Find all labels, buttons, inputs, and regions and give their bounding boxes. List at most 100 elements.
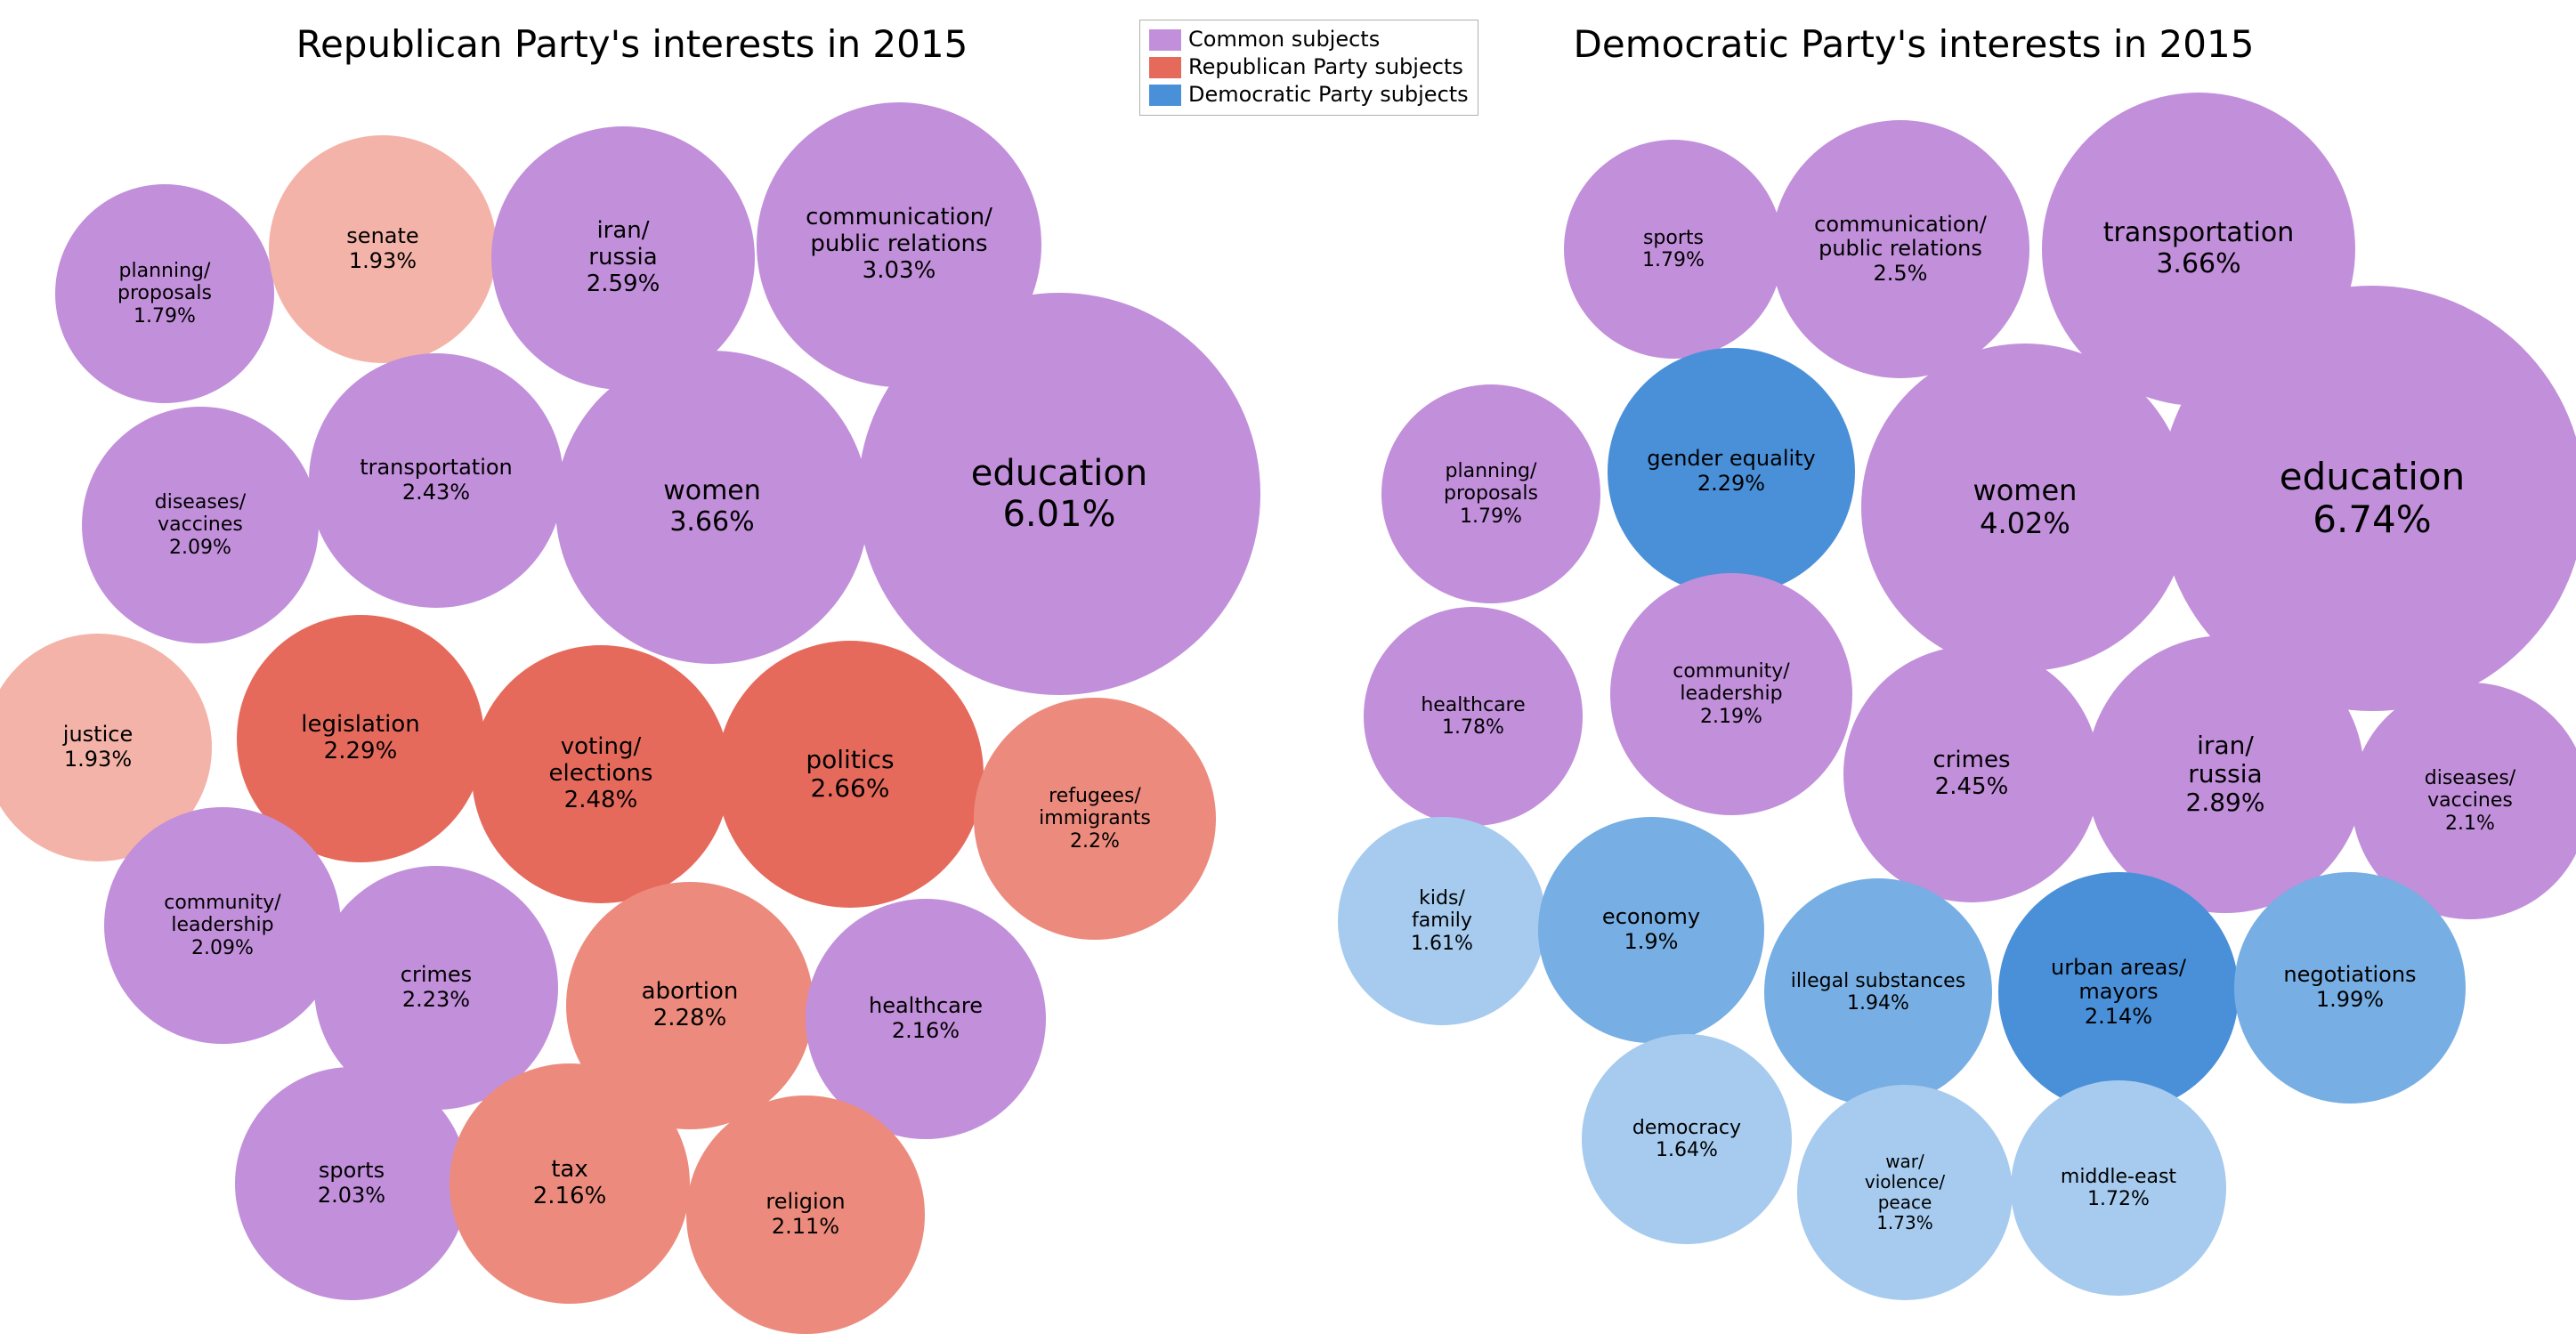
bubble-democratic: gender equality2.29% [1608, 348, 1855, 595]
bubble-label: crimes [1932, 748, 2010, 774]
bubble-label: illegal substances [1791, 970, 1965, 992]
legend-label: Common subjects [1188, 26, 1380, 53]
bubble-label: war/ violence/ peace [1865, 1152, 1945, 1213]
bubble-republican: politics2.66% [717, 641, 984, 908]
bubble-label: communication/ public relations [806, 205, 992, 258]
bubble-label: healthcare [1421, 694, 1525, 716]
legend-swatch [1149, 29, 1181, 51]
bubble-republican: refugees/ immigrants2.2% [974, 698, 1217, 941]
bubble-label: women [1973, 474, 2078, 507]
bubble-percent: 2.29% [1697, 472, 1765, 497]
bubble-label: planning/ proposals [1444, 460, 1538, 505]
bubble-percent: 2.11% [772, 1215, 839, 1240]
bubble-percent: 1.64% [1656, 1139, 1718, 1161]
bubble-democratic: middle-east1.72% [2011, 1080, 2225, 1295]
bubble-percent: 2.5% [1874, 262, 1928, 287]
bubble-label: sports [319, 1159, 385, 1184]
legend-label: Republican Party subjects [1188, 53, 1463, 81]
bubble-republican: tax2.16% [450, 1063, 690, 1304]
bubble-percent: 2.43% [402, 481, 470, 505]
bubble-republican: voting/ elections2.48% [472, 645, 730, 903]
bubble-percent: 3.66% [2156, 249, 2240, 280]
bubble-percent: 2.1% [2445, 813, 2495, 835]
bubble-percent: 1.9% [1624, 930, 1678, 955]
bubble-percent: 1.94% [1847, 992, 1909, 1015]
bubble-percent: 2.03% [318, 1184, 385, 1209]
bubble-label: education [2280, 456, 2465, 498]
bubble-percent: 1.93% [349, 249, 417, 274]
bubble-republican: planning/ proposals1.79% [55, 184, 274, 403]
bubble-percent: 1.79% [134, 305, 196, 327]
bubble-label: voting/ elections [549, 734, 653, 788]
bubble-republican: education6.01% [858, 293, 1260, 694]
bubble-label: transportation [360, 456, 513, 481]
bubble-percent: 2.16% [533, 1184, 607, 1210]
legend-item: Common subjects [1149, 26, 1469, 53]
bubble-percent: 2.89% [2186, 788, 2265, 817]
bubble-label: diseases/ vaccines [2425, 767, 2515, 813]
bubble-label: diseases/ vaccines [155, 491, 246, 537]
bubble-chart-canvas: Republican Party's interests in 2015 Demo… [0, 0, 2576, 1294]
bubble-label: economy [1602, 905, 1700, 930]
bubble-percent: 1.79% [1460, 505, 1522, 528]
bubble-label: abortion [642, 979, 739, 1006]
bubble-percent: 2.2% [1070, 830, 1120, 853]
bubble-percent: 3.03% [863, 258, 936, 285]
bubble-democratic: war/ violence/ peace1.73% [1797, 1085, 2013, 1300]
bubble-percent: 2.48% [564, 788, 638, 814]
bubble-label: planning/ proposals [117, 260, 212, 305]
bubble-republican: senate1.93% [269, 135, 497, 363]
bubble-republican: transportation2.43% [309, 353, 564, 609]
bubble-percent: 1.61% [1411, 933, 1473, 955]
bubble-democratic: illegal substances1.94% [1764, 878, 1992, 1106]
bubble-percent: 2.66% [811, 774, 890, 803]
bubble-democratic: economy1.9% [1538, 817, 1764, 1043]
bubble-republican: religion2.11% [686, 1095, 924, 1333]
bubble-label: community/ leadership [164, 892, 280, 937]
bubble-label: transportation [2103, 218, 2294, 249]
chart-title-right: Democratic Party's interests in 2015 [1574, 22, 2255, 66]
bubble-percent: 2.14% [2085, 1005, 2152, 1030]
bubble-label: politics [806, 746, 894, 774]
bubble-republican: diseases/ vaccines2.09% [82, 407, 319, 643]
bubble-percent: 1.72% [2087, 1188, 2150, 1210]
bubble-label: iran/ russia [2188, 732, 2262, 788]
bubble-democratic: kids/ family1.61% [1338, 817, 1545, 1024]
bubble-percent: 1.99% [2316, 988, 2384, 1013]
bubble-republican: community/ leadership2.09% [104, 807, 341, 1044]
bubble-democratic: healthcare1.78% [1364, 607, 1582, 825]
legend: Common subjectsRepublican Party subjects… [1139, 20, 1478, 116]
bubble-label: education [971, 453, 1147, 494]
bubble-label: crimes [401, 963, 472, 988]
bubble-republican: women3.66% [555, 351, 869, 664]
bubble-label: middle-east [2061, 1166, 2176, 1188]
legend-item: Democratic Party subjects [1149, 81, 1469, 109]
bubble-percent: 1.73% [1876, 1213, 1933, 1233]
bubble-percent: 1.93% [64, 748, 132, 772]
bubble-democratic: urban areas/ mayors2.14% [1998, 872, 2238, 1112]
bubble-percent: 2.23% [402, 988, 470, 1013]
bubble-democratic: democracy1.64% [1582, 1034, 1792, 1244]
bubble-label: kids/ family [1412, 887, 1472, 933]
bubble-percent: 6.01% [1002, 494, 1115, 535]
chart-title-left: Republican Party's interests in 2015 [296, 22, 968, 66]
bubble-democratic: crimes2.45% [1843, 646, 2100, 902]
legend-label: Democratic Party subjects [1188, 81, 1469, 109]
bubble-percent: 2.16% [892, 1019, 960, 1044]
bubble-democratic: negotiations1.99% [2234, 872, 2466, 1104]
bubble-percent: 1.78% [1442, 716, 1504, 739]
bubble-label: religion [766, 1190, 845, 1215]
bubble-label: sports [1643, 227, 1704, 249]
bubble-democratic: planning/ proposals1.79% [1381, 384, 1600, 603]
bubble-percent: 3.66% [669, 507, 754, 538]
bubble-percent: 4.02% [1980, 507, 2070, 540]
bubble-percent: 2.29% [324, 739, 398, 765]
legend-item: Republican Party subjects [1149, 53, 1469, 81]
bubble-label: legislation [301, 712, 419, 739]
bubble-label: senate [346, 224, 418, 249]
bubble-democratic: women4.02% [1861, 344, 2190, 672]
bubble-percent: 6.74% [2313, 498, 2431, 541]
legend-swatch [1149, 57, 1181, 78]
bubble-label: justice [63, 723, 133, 748]
bubble-percent: 2.59% [587, 271, 660, 298]
